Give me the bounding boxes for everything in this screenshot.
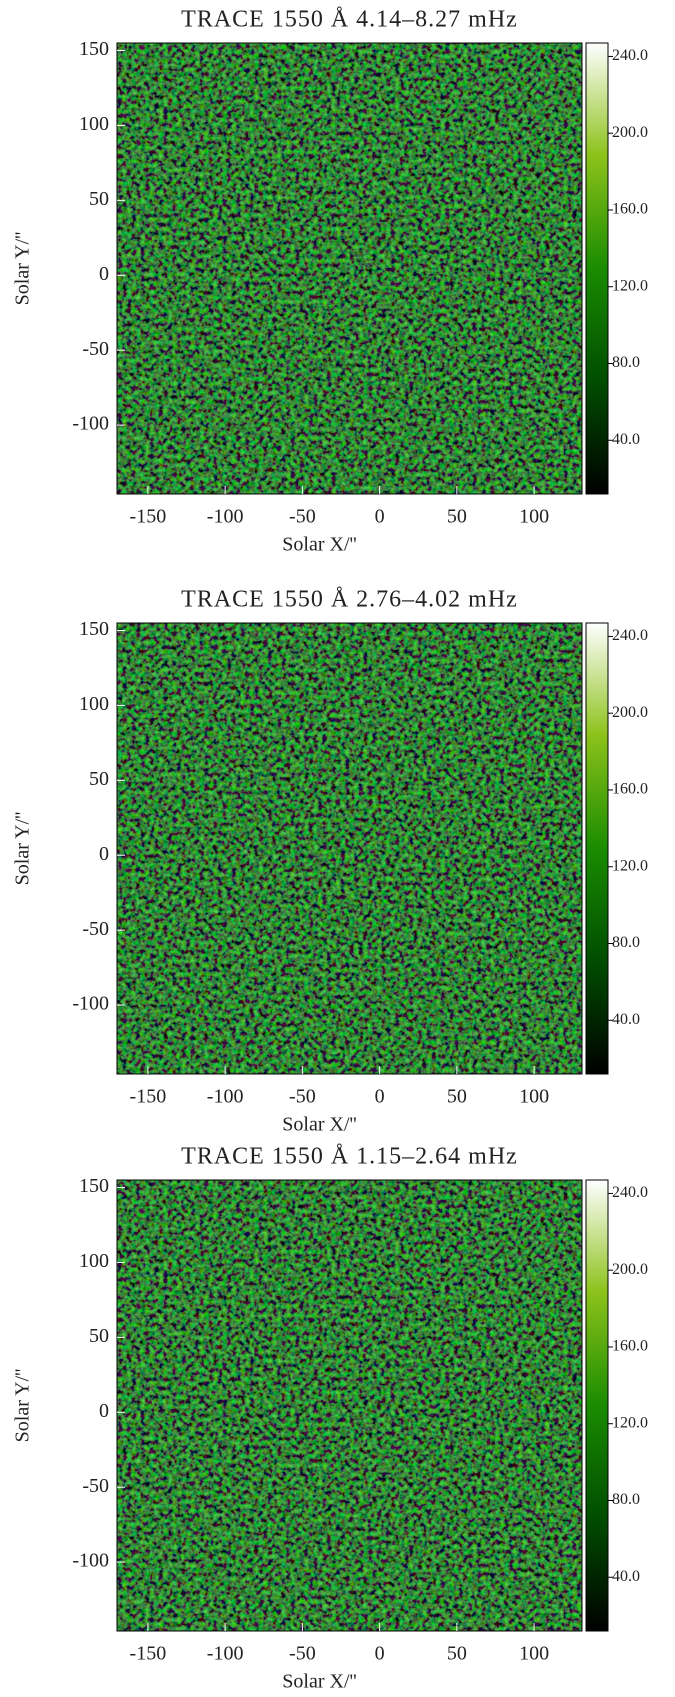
colorbar-tick-label: 240.0 — [612, 627, 648, 644]
x-tick-label: 100 — [519, 1643, 549, 1665]
colorbar — [585, 622, 609, 1075]
panel-title: TRACE 1550 Å 4.14–8.27 mHz — [181, 7, 518, 33]
x-tick-label: -100 — [207, 506, 244, 528]
panel-title: TRACE 1550 Å 2.76–4.02 mHz — [181, 587, 518, 613]
image-frame — [116, 1179, 583, 1632]
image-texture — [117, 623, 582, 1074]
x-tick-label: 50 — [447, 506, 467, 528]
x-tick-label: -150 — [130, 1086, 167, 1108]
image-frame — [116, 42, 583, 495]
y-tick-label: 0 — [99, 263, 109, 285]
colorbar-tick-label: 240.0 — [612, 47, 648, 64]
colorbar-tick-label: 40.0 — [612, 431, 640, 448]
colorbar-tick-label: 240.0 — [612, 1184, 648, 1201]
colorbar-tick-label: 200.0 — [612, 1261, 648, 1278]
y-tick-label: 100 — [79, 113, 109, 135]
x-tick-label: 0 — [375, 1643, 385, 1665]
colorbar-tick-label: 80.0 — [612, 1491, 640, 1508]
x-tick-label: 50 — [447, 1643, 467, 1665]
colorbar-tick-label: 160.0 — [612, 781, 648, 798]
x-tick-label: 0 — [375, 506, 385, 528]
y-tick-label: 150 — [79, 1175, 109, 1197]
panel-title: TRACE 1550 Å 1.15–2.64 mHz — [181, 1144, 518, 1170]
colorbar-tick-label: 120.0 — [612, 1414, 648, 1431]
y-tick-label: 0 — [99, 843, 109, 865]
x-axis-label: Solar X/'' — [282, 534, 356, 556]
x-tick-label: -150 — [130, 1643, 167, 1665]
y-axis-label: Solar Y/'' — [12, 1369, 34, 1443]
colorbar-tick-label: 80.0 — [612, 934, 640, 951]
y-tick-label: 150 — [79, 38, 109, 60]
colorbar-tick-label: 160.0 — [612, 1338, 648, 1355]
colorbar-tick-label: 200.0 — [612, 704, 648, 721]
x-tick-label: 0 — [375, 1086, 385, 1108]
colorbar-tick-label: 120.0 — [612, 857, 648, 874]
colorbar-tick-label: 40.0 — [612, 1568, 640, 1585]
x-tick-label: -50 — [289, 506, 316, 528]
colorbar-tick-label: 40.0 — [612, 1011, 640, 1028]
x-tick-label: 50 — [447, 1086, 467, 1108]
x-tick-label: -50 — [289, 1643, 316, 1665]
y-tick-label: 50 — [89, 1325, 109, 1347]
colorbar-tick-label: 200.0 — [612, 124, 648, 141]
colorbar — [585, 1179, 609, 1632]
y-tick-label: -50 — [82, 918, 109, 940]
colorbar-tick-label: 80.0 — [612, 354, 640, 371]
y-tick-label: -50 — [82, 338, 109, 360]
x-tick-label: -100 — [207, 1643, 244, 1665]
colorbar-tick-label: 120.0 — [612, 277, 648, 294]
y-tick-label: 50 — [89, 188, 109, 210]
y-tick-label: -100 — [72, 1550, 109, 1572]
image-frame — [116, 622, 583, 1075]
y-tick-label: -50 — [82, 1475, 109, 1497]
y-tick-label: 150 — [79, 618, 109, 640]
image-texture — [117, 1180, 582, 1631]
x-tick-label: 100 — [519, 1086, 549, 1108]
y-tick-label: 100 — [79, 693, 109, 715]
y-tick-label: -100 — [72, 413, 109, 435]
y-tick-label: 0 — [99, 1400, 109, 1422]
y-tick-label: -100 — [72, 993, 109, 1015]
y-tick-label: 50 — [89, 768, 109, 790]
y-axis-label: Solar Y/'' — [12, 812, 34, 886]
x-axis-label: Solar X/'' — [282, 1671, 356, 1693]
image-texture — [117, 43, 582, 494]
y-axis-label: Solar Y/'' — [12, 232, 34, 306]
x-axis-label: Solar X/'' — [282, 1114, 356, 1136]
x-tick-label: -50 — [289, 1086, 316, 1108]
y-tick-label: 100 — [79, 1250, 109, 1272]
colorbar-tick-label: 160.0 — [612, 201, 648, 218]
x-tick-label: -150 — [130, 506, 167, 528]
x-tick-label: -100 — [207, 1086, 244, 1108]
colorbar — [585, 42, 609, 495]
x-tick-label: 100 — [519, 506, 549, 528]
